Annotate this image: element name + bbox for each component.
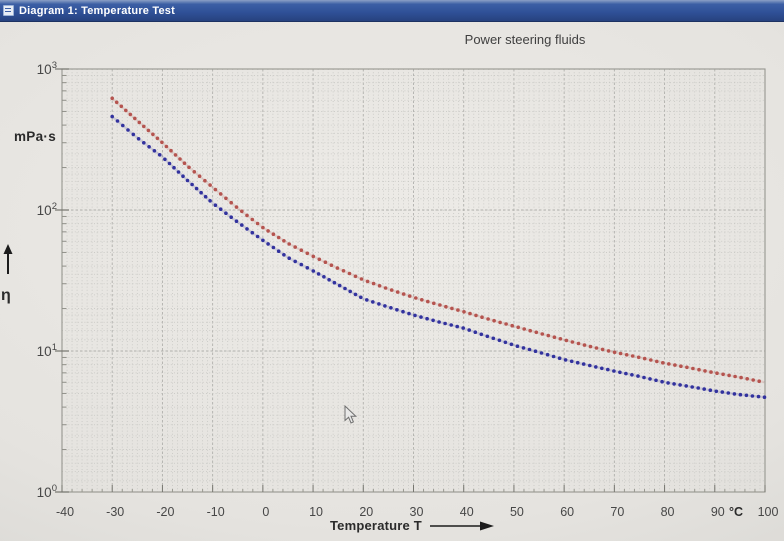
window-titlebar[interactable]: Diagram 1: Temperature Test: [0, 0, 784, 22]
x-tick-label: 50: [510, 505, 524, 519]
y-axis-direction-arrow-icon: [3, 244, 13, 274]
x-tick-label: 70: [610, 505, 624, 519]
y-axis-unit-label: mPa·s: [14, 129, 57, 144]
y-tick-label: 102: [37, 201, 57, 218]
mouse-cursor: [344, 405, 358, 424]
y-tick-label: 100: [37, 483, 57, 500]
x-tick-label: 0: [262, 505, 269, 519]
window-title: Diagram 1: Temperature Test: [19, 4, 175, 17]
x-tick-label: -20: [156, 505, 174, 519]
x-axis-unit-label: °C: [729, 505, 743, 519]
x-tick-label: 40: [460, 505, 474, 519]
y-axis-symbol-label: η: [1, 287, 11, 304]
x-tick-label: 30: [410, 505, 424, 519]
x-tick-label: 10: [309, 505, 323, 519]
y-tick-label: 101: [37, 342, 57, 359]
x-tick-label: 100: [758, 505, 779, 519]
series-curve-1: [110, 114, 767, 400]
chart-title: Power steering fluids: [464, 32, 586, 47]
x-axis-title-label: Temperature T: [330, 518, 422, 533]
y-tick-label: 103: [37, 60, 57, 77]
series-curve-0: [110, 96, 765, 384]
x-tick-label: 90: [711, 505, 725, 519]
x-tick-label: 80: [661, 505, 675, 519]
x-tick-label: -40: [56, 505, 74, 519]
x-tick-label: -30: [106, 505, 124, 519]
x-tick-label: 20: [359, 505, 373, 519]
x-axis-direction-arrow-icon: [430, 521, 494, 531]
x-tick-label: -10: [207, 505, 225, 519]
window-icon[interactable]: [3, 5, 14, 16]
x-tick-label: 60: [560, 505, 574, 519]
